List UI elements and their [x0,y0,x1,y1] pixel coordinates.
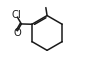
Text: Cl: Cl [11,10,21,20]
Text: O: O [14,28,21,38]
